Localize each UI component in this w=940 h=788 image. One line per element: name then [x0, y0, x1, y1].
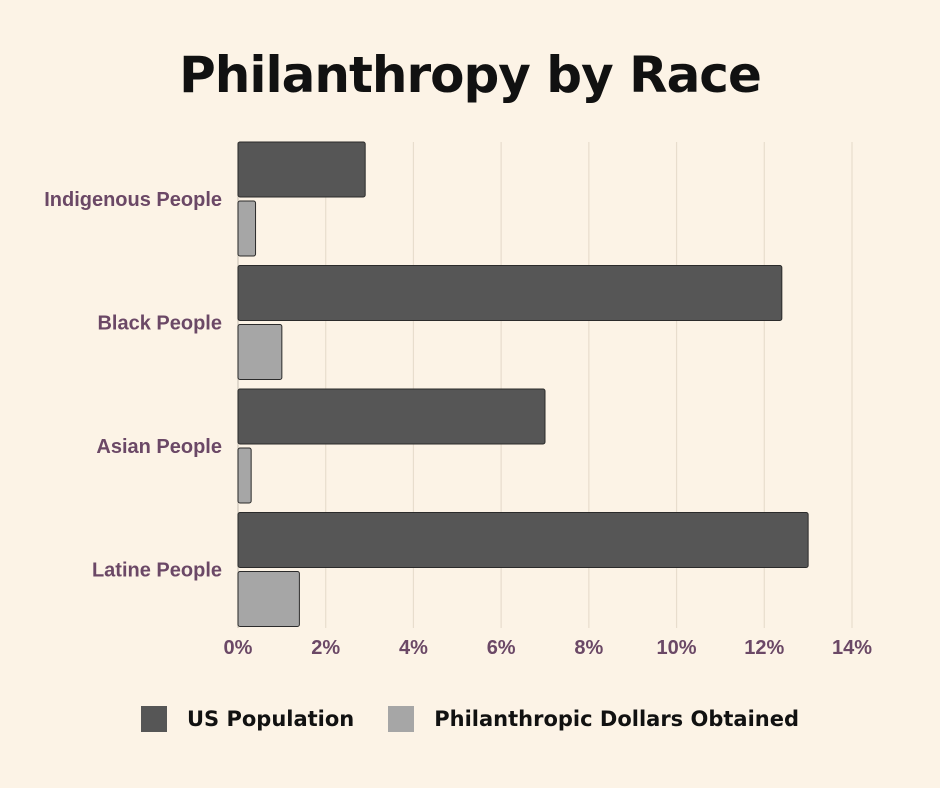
bar-philanthropic-dollars-obtained-asian-people [237, 447, 252, 504]
x-tick-label: 6% [487, 637, 516, 659]
category-labels: Indigenous People Black People Asian Peopl… [44, 189, 222, 582]
x-tick-label: 8% [574, 637, 603, 659]
legend-item-us-population: US Population [140, 706, 355, 732]
x-tick-label: 4% [399, 637, 428, 659]
bar-us-population-latine-people [237, 512, 809, 568]
x-axis-ticks: 0% 2% 4% 6% 8% 10% 12% 14% [224, 637, 873, 659]
legend-item-philanthropic-dollars: Philanthropic Dollars Obtained [388, 706, 799, 732]
bar-us-population-asian-people [237, 388, 546, 445]
bar-us-population-black-people [237, 265, 783, 321]
bars [237, 141, 809, 627]
bar-philanthropic-dollars-obtained-black-people [237, 324, 283, 380]
bar-us-population-indigenous-people [237, 141, 366, 198]
legend-swatch-us-population [140, 706, 167, 732]
legend: US Population Philanthropic Dollars Obta… [0, 706, 940, 732]
x-tick-label: 12% [744, 637, 784, 659]
category-label-indigenous-people: Indigenous People [44, 189, 222, 211]
x-tick-label: 0% [224, 637, 253, 659]
category-label-asian-people: Asian People [96, 436, 222, 458]
bar-philanthropic-dollars-obtained-indigenous-people [237, 200, 257, 257]
bar-philanthropic-dollars-obtained-latine-people [237, 571, 300, 627]
category-label-latine-people: Latine People [92, 560, 222, 582]
x-tick-label: 14% [832, 637, 872, 659]
legend-swatch-philanthropic-dollars [388, 706, 415, 732]
legend-label-philanthropic-dollars: Philanthropic Dollars Obtained [434, 707, 799, 731]
x-tick-label: 10% [657, 637, 697, 659]
chart-title: Philanthropy by Race [179, 46, 762, 104]
bar-chart: Indigenous People Black People Asian Peopl… [44, 141, 873, 659]
x-tick-label: 2% [311, 637, 340, 659]
legend-label-us-population: US Population [186, 707, 355, 731]
category-label-black-people: Black People [97, 313, 222, 335]
